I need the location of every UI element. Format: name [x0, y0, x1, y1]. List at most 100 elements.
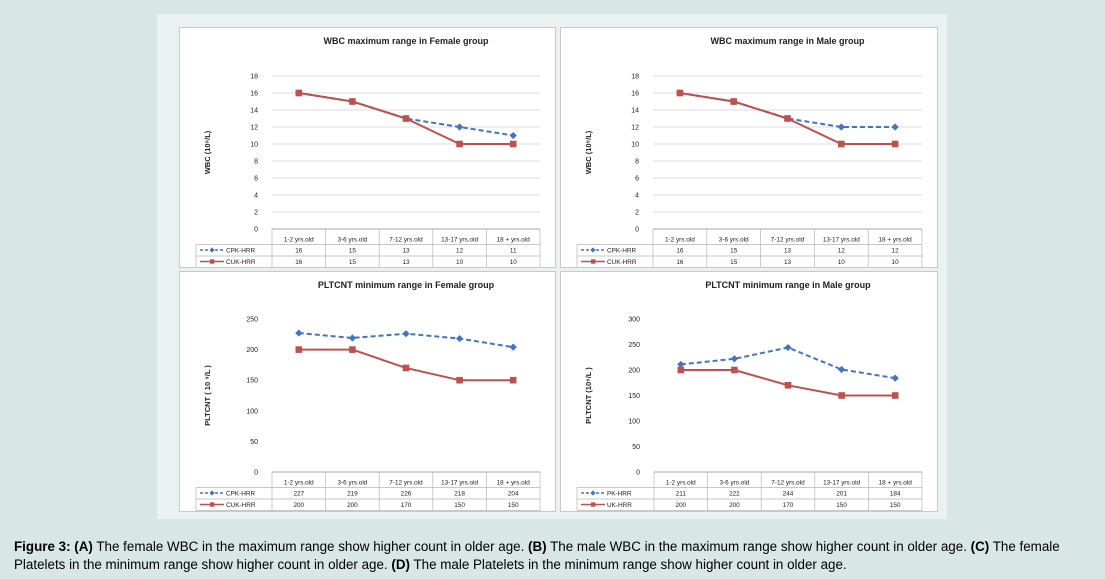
y-tick-label: 100	[246, 408, 258, 415]
y-tick-label: 14	[250, 108, 258, 115]
y-tick-label: 0	[254, 227, 258, 234]
data-table-value: 12	[838, 248, 846, 255]
data-point	[784, 343, 792, 352]
data-table-value: 16	[676, 248, 684, 255]
legend-label: CUK-HRR	[607, 259, 637, 266]
x-tick-label: 7-12 yrs.old	[389, 237, 423, 244]
y-tick-label: 4	[254, 193, 258, 200]
chart-title: PLTCNT minimum range in Male group	[705, 280, 871, 290]
chart-title: PLTCNT minimum range in Female group	[318, 280, 495, 290]
caption-label: Figure 3:	[14, 539, 71, 554]
data-table-value: 10	[892, 259, 900, 266]
legend-marker	[210, 502, 215, 507]
data-point	[891, 140, 899, 148]
data-table-value: 150	[454, 502, 465, 509]
data-table-value: 10	[510, 259, 518, 266]
y-tick-label: 0	[635, 227, 639, 234]
legend-marker	[590, 490, 596, 496]
y-axis-label: WBC (10⁹/L)	[584, 130, 593, 174]
data-point	[509, 376, 517, 384]
x-tick-label: 1-2 yrs.old	[284, 480, 314, 487]
legend-label: UK-HRR	[607, 502, 632, 509]
data-point	[456, 140, 463, 148]
x-tick-label: 7-12 yrs.old	[771, 237, 805, 244]
data-point	[784, 115, 791, 122]
x-tick-label: 13-17 yrs.old	[823, 237, 860, 244]
legend-label: CUK-HRR	[226, 259, 256, 266]
data-table-value: 16	[295, 248, 303, 255]
caption-d-tag: (D)	[391, 557, 410, 572]
data-table-value: 13	[402, 248, 410, 255]
y-tick-label: 250	[628, 342, 640, 349]
data-point	[891, 374, 899, 382]
data-table-value: 11	[510, 248, 517, 255]
legend-label: CUK-HRR	[226, 502, 256, 509]
y-tick-label: 150	[628, 393, 640, 400]
legend-marker	[591, 502, 596, 507]
x-tick-label: 1-2 yrs.old	[665, 237, 695, 244]
legend-marker	[209, 490, 215, 496]
data-table-value: 16	[295, 259, 303, 266]
data-table-value: 211	[676, 491, 687, 498]
data-table-value: 200	[293, 502, 304, 509]
data-table-value: 226	[401, 491, 412, 498]
y-tick-label: 8	[635, 159, 639, 166]
data-point	[730, 98, 737, 105]
caption-b-tag: (B)	[528, 539, 547, 554]
data-point	[509, 343, 517, 351]
data-table-value: 10	[838, 259, 846, 266]
chart-title: WBC maximum range in Male group	[710, 36, 865, 46]
data-table-value: 184	[890, 491, 901, 498]
data-point	[837, 123, 845, 131]
data-point	[677, 366, 685, 374]
data-table-value: 200	[347, 502, 358, 509]
chart-svg: PLTCNT minimum range in Female group 0 50 1…	[195, 280, 541, 511]
data-table-value: 10	[456, 259, 464, 266]
x-tick-label: 13-17 yrs.old	[441, 237, 478, 244]
chart-c-female-plt: PLTCNT minimum range in Female group 0 50 1…	[179, 271, 556, 512]
caption-a-tag: (A)	[74, 539, 93, 554]
chart-b-male-wbc: WBC maximum range in Male group 0 2 4 6 8 10 12…	[560, 27, 938, 268]
x-tick-label: 18 + yrs.old	[878, 237, 912, 244]
data-table-value: 15	[730, 248, 738, 255]
y-tick-label: 100	[628, 419, 640, 426]
y-tick-label: 300	[628, 317, 640, 324]
caption-c-tag: (C)	[970, 539, 990, 554]
y-axis-label: PLTCNT (10⁹/L )	[584, 367, 593, 424]
data-point	[838, 140, 845, 148]
series-line	[298, 92, 514, 137]
y-tick-label: 50	[250, 439, 258, 446]
data-table-value: 244	[783, 491, 794, 498]
y-tick-label: 18	[631, 74, 639, 81]
data-table-value: 15	[349, 259, 357, 266]
y-axis-label: PLTCNT ( 10 ⁹/L )	[203, 365, 212, 426]
y-tick-label: 10	[250, 142, 258, 149]
data-table-value: 16	[676, 259, 684, 266]
data-table-value: 150	[836, 502, 847, 509]
legend-label: CPK-HRR	[226, 491, 255, 498]
y-tick-label: 150	[246, 378, 258, 385]
data-point	[509, 131, 517, 140]
data-table-value: 12	[456, 248, 464, 255]
y-tick-label: 50	[632, 444, 640, 451]
data-table-value: 15	[730, 259, 738, 266]
legend-marker	[209, 247, 215, 253]
data-table-value: 15	[349, 248, 357, 255]
caption-b-text: The male WBC in the maximum range show h…	[546, 539, 971, 554]
data-point	[295, 329, 303, 337]
y-tick-label: 12	[631, 125, 639, 132]
x-tick-label: 1-2 yrs.old	[284, 237, 314, 244]
legend-marker	[591, 259, 596, 264]
x-tick-label: 3-6 yrs.old	[337, 237, 367, 244]
data-point	[456, 334, 464, 343]
data-point	[838, 365, 846, 374]
x-tick-label: 18 + yrs.old	[879, 480, 913, 487]
y-tick-label: 18	[250, 74, 258, 81]
data-table-value: 219	[347, 491, 358, 498]
data-table-value: 200	[675, 502, 686, 509]
x-tick-label: 7-12 yrs.old	[771, 480, 805, 487]
data-table-value: 200	[729, 502, 740, 509]
x-tick-label: 7-12 yrs.old	[389, 480, 423, 487]
data-table-value: 13	[784, 248, 792, 255]
y-tick-label: 6	[635, 176, 639, 183]
